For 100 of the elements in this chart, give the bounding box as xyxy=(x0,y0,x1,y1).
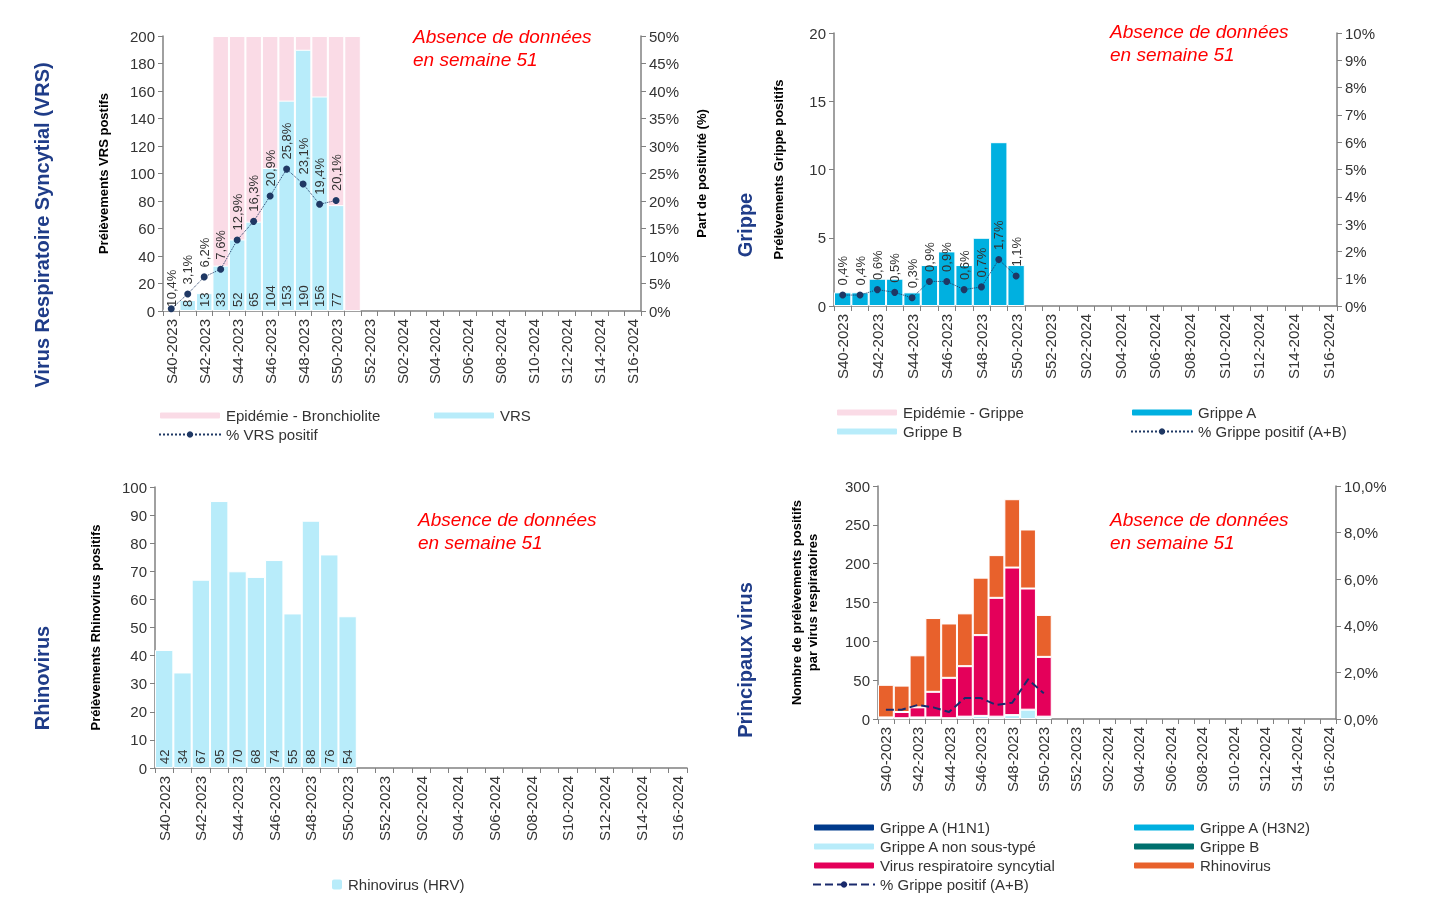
data-label: 67 xyxy=(193,749,209,764)
data-label: 0,9% xyxy=(921,241,937,272)
y2-tick-label: 15% xyxy=(649,220,680,237)
data-label: 34 xyxy=(175,749,191,764)
y2-tick-label: 5% xyxy=(649,275,671,292)
y-tick-label: 90 xyxy=(130,506,147,524)
x-tick-label: S06-2024 xyxy=(485,776,503,842)
x-tick-label: S06-2024 xyxy=(1146,314,1164,380)
y-tick-label: 60 xyxy=(130,590,147,608)
x-tick-label: S12-2024 xyxy=(558,319,576,385)
x-tick-label: S46-2023 xyxy=(261,319,279,385)
data-label: 7,6% xyxy=(213,229,229,260)
legend-label: Grippe B xyxy=(903,423,963,440)
data-label: 19,4% xyxy=(312,157,328,195)
y-tick-label: 100 xyxy=(121,478,147,496)
data-label: 0,6% xyxy=(956,250,972,281)
x-tick-label: S04-2024 xyxy=(449,776,467,842)
x-tick-label: S14-2024 xyxy=(1285,314,1303,380)
data-label: 88 xyxy=(303,749,319,764)
data-label: 13 xyxy=(196,292,212,307)
data-label: 3,1% xyxy=(180,254,196,285)
y2-tick-label: 6% xyxy=(1345,133,1367,151)
data-label: 20,1% xyxy=(328,153,344,191)
legend-label: Grippe A (H1N1) xyxy=(880,819,991,836)
annotation: Absence de données en semaine 51 xyxy=(417,509,598,553)
point xyxy=(200,273,208,281)
data-label: 0,3% xyxy=(904,258,920,289)
data-label: 0,6% xyxy=(869,250,885,281)
y2-tick-label: 1% xyxy=(1345,270,1367,288)
y-tick-label: 150 xyxy=(844,594,870,611)
y2-tick-label: 50% xyxy=(649,27,680,45)
y2-tick-label: 8% xyxy=(1345,79,1367,97)
y2-tick-label: 9% xyxy=(1345,51,1367,69)
y-tick-label: 20 xyxy=(130,703,147,721)
text: Virus Respiratoire Syncytial (VRS) xyxy=(31,62,53,388)
y-tick-label: 120 xyxy=(129,137,155,155)
y-tick-label: 5 xyxy=(817,229,826,247)
legend-label: % Grippe positif (A+B) xyxy=(1198,423,1347,440)
x-tick-label: S42-2023 xyxy=(195,319,213,385)
text: Grippe xyxy=(734,192,756,258)
y2-tick-label: 0% xyxy=(649,302,671,320)
y2-tick-label: 35% xyxy=(649,110,680,127)
y-tick-label: 0 xyxy=(146,302,155,320)
legend-label: Virus respiratoire syncytial xyxy=(880,857,1055,874)
data-label: 77 xyxy=(328,292,344,307)
y-axis-title: Prélèvements Grippe positifs xyxy=(770,79,786,260)
x-tick-label: S48-2023 xyxy=(1003,727,1021,793)
y-tick-label: 160 xyxy=(129,82,155,100)
y-tick-label: 200 xyxy=(844,555,870,573)
y-tick-label: 40 xyxy=(138,247,155,265)
y2-tick-label: 10% xyxy=(1345,24,1376,42)
y-tick-label: 100 xyxy=(129,165,155,182)
data-label: 1 xyxy=(163,299,179,307)
data-label: 6,2% xyxy=(196,237,212,268)
legend-label: % Grippe positif (A+B) xyxy=(880,876,1029,893)
x-tick-label: S04-2024 xyxy=(426,319,444,385)
y-tick-label: 180 xyxy=(129,55,155,72)
legend-label: Grippe A (H3N2) xyxy=(1200,819,1311,836)
y-tick-label: 80 xyxy=(138,192,155,210)
y2-tick-label: 7% xyxy=(1345,106,1367,124)
y-tick-label: 200 xyxy=(129,27,155,45)
x-tick-label: S46-2023 xyxy=(938,314,956,380)
y2-tick-label: 0% xyxy=(1345,297,1367,315)
y2-tick-label: 25% xyxy=(649,165,680,182)
x-tick-label: S52-2023 xyxy=(1042,314,1060,380)
legend-label: Grippe B xyxy=(1200,838,1260,855)
x-tick-label: S48-2023 xyxy=(972,314,990,380)
y2-tick-label: 20% xyxy=(649,192,680,210)
x-tick-label: S12-2024 xyxy=(1256,727,1274,793)
data-label: 95 xyxy=(211,749,227,764)
y2-tick-label: 0,0% xyxy=(1344,710,1379,728)
y2-tick-label: 3% xyxy=(1345,215,1367,233)
point xyxy=(184,290,192,298)
y-tick-label: 0 xyxy=(817,297,826,315)
y2-tick-label: 4,0% xyxy=(1344,617,1379,635)
annotation: Absence de données en semaine 51 xyxy=(412,26,593,70)
x-tick-label: S14-2024 xyxy=(591,319,609,385)
x-tick-label: S14-2024 xyxy=(632,776,650,842)
x-tick-label: S14-2024 xyxy=(1288,727,1306,793)
y2-tick-label: 40% xyxy=(649,82,680,100)
x-tick-label: S40-2023 xyxy=(155,776,173,842)
x-tick-label: S42-2023 xyxy=(868,314,886,380)
y-tick-label: 100 xyxy=(844,632,870,650)
legend-label: Grippe A non sous-typé xyxy=(880,838,1036,855)
data-label: 0,9% xyxy=(939,241,955,272)
y2-axis-title: Part de positivité (%) xyxy=(693,109,709,238)
text: Principaux virus xyxy=(734,582,756,738)
data-label: 1,1% xyxy=(1008,236,1024,267)
x-tick-label: S08-2024 xyxy=(492,319,510,385)
point xyxy=(925,277,933,285)
x-tick-label: S06-2024 xyxy=(1161,727,1179,793)
y2-tick-label: 30% xyxy=(649,137,680,155)
data-label: 156 xyxy=(312,285,328,307)
x-tick-label: S40-2023 xyxy=(162,319,180,385)
x-tick-label: S12-2024 xyxy=(595,776,613,842)
x-tick-label: S52-2023 xyxy=(375,776,393,842)
point xyxy=(995,256,1003,264)
y-tick-label: 70 xyxy=(130,562,147,580)
y-tick-label: 30 xyxy=(130,675,147,693)
y2-tick-label: 45% xyxy=(649,55,680,72)
